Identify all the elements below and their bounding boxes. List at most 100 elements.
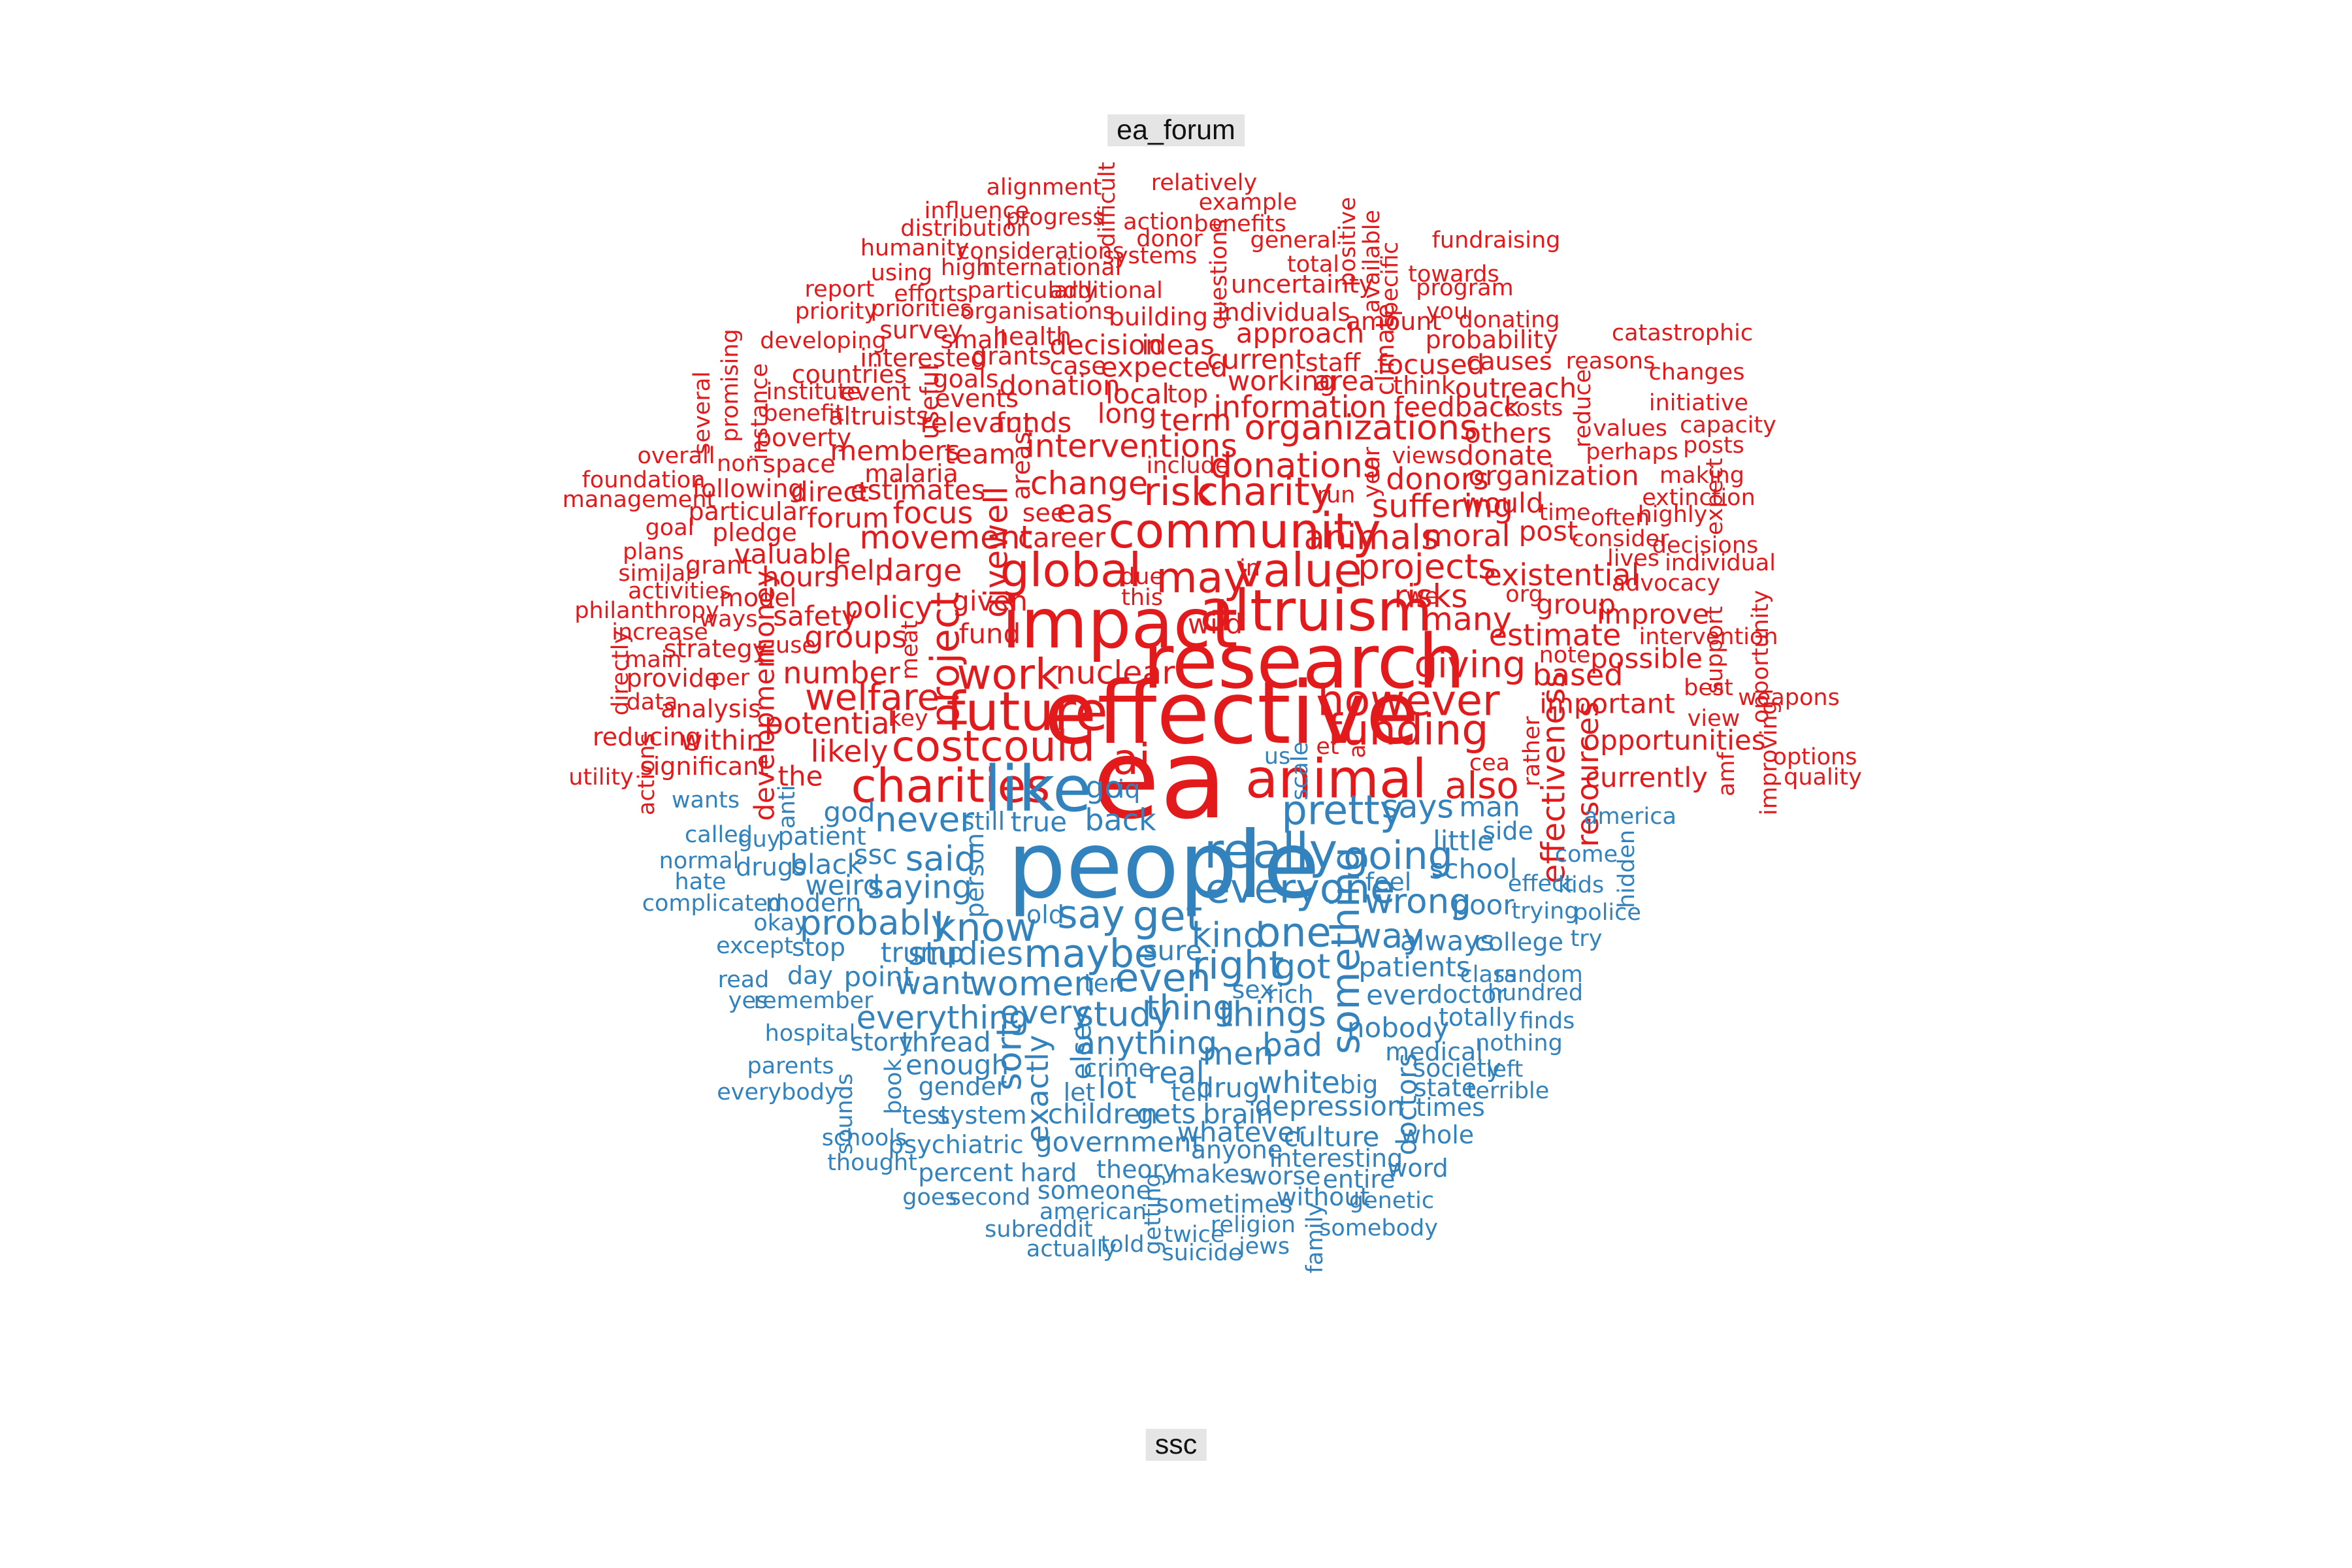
word-views-ea-forum: views [1392,443,1457,469]
word-towards-ea-forum: towards [1408,261,1499,287]
word-women-ssc: women [969,964,1096,1004]
word-got-ssc: got [1274,947,1331,987]
word-percent-ssc: percent [918,1158,1013,1187]
word-one-ssc: one [1256,909,1331,956]
word-giving-ea-forum: giving [1414,644,1526,687]
word-want-ssc: want [895,965,973,1002]
word-existential-ea-forum: existential [1484,557,1640,593]
word-person-ssc: person [960,833,989,918]
word-men-ssc: men [1203,1036,1274,1073]
word-influence-ea-forum: influence [924,198,1030,224]
word-change-ea-forum: change [1030,465,1148,502]
word-test-ssc: test [902,1101,950,1130]
word-get-ssc: get [1133,892,1203,941]
word-anything-ssc: anything [1076,1025,1217,1062]
word-funding-ea-forum: funding [1327,706,1488,755]
word-animal-ea-forum: animal [1245,749,1427,811]
word-enough-ssc: enough [906,1049,1009,1081]
word-anti-ssc: anti [774,785,800,828]
word-efforts-ea-forum: efforts [894,281,968,307]
word-likely-ea-forum: likely [811,734,889,769]
word-help-ea-forum: help [833,555,892,587]
word-kids-ssc: kids [1558,872,1604,898]
word-cost-ea-forum: cost [892,723,980,772]
word-ever-ssc: ever [1366,979,1428,1011]
word-going-ssc: going [1343,833,1453,879]
word-fund-ea-forum: fund [959,618,1021,650]
word-forum-ea-forum: forum [807,502,889,534]
word-et-ea-forum: et [1316,734,1339,760]
word-okay-ssc: okay [753,910,808,936]
word-direct-ea-forum: direct [791,476,869,508]
word-else-ssc: else [1066,1024,1098,1079]
word-government-ssc: government [1035,1126,1202,1158]
word-rich-ssc: rich [1267,980,1313,1009]
word-value-ea-forum: value [1235,544,1362,598]
word-rather-ea-forum: rather [1519,716,1545,787]
word-values-ea-forum: values [1593,416,1667,442]
word-getting-ssc: getting [1140,1173,1166,1254]
word-altruism-ea-forum: altruism [1200,578,1433,644]
word-something-ssc: something [1323,847,1369,1054]
word-health-ea-forum: health [993,322,1071,351]
word-initiative-ea-forum: initiative [1649,390,1748,416]
word-quality-ea-forum: quality [1784,764,1862,791]
word-many-ea-forum: many [1422,601,1512,638]
word-college-ssc: college [1475,928,1563,956]
word-instance-ea-forum: instance [747,363,773,460]
word-foundation-ea-forum: foundation [582,467,706,493]
word-worse-ssc: worse [1247,1162,1320,1190]
word-you-ea-forum: you [1426,299,1468,325]
word-expected-ea-forum: expected [1101,351,1228,384]
word-anyone-ssc: anyone [1191,1135,1283,1164]
word-individual-ea-forum: individual [1665,550,1776,576]
word-wild-ea-forum: wild [1188,608,1243,640]
word-people-ssc: people [1007,812,1320,919]
word-impact-ea-forum: impact [1002,584,1237,664]
word-weird-ssc: weird [805,870,880,902]
word-sex-ssc: sex [1232,975,1275,1004]
word-know-ssc: know [934,905,1037,951]
word-feedback-ea-forum: feedback [1394,391,1521,423]
word-term-ea-forum: term [1160,402,1231,438]
word-progress-ea-forum: progress [1005,204,1104,231]
word-come-ssc: come [1555,841,1618,868]
word-nothing-ssc: nothing [1475,1030,1563,1056]
word-opportunities-ea-forum: opportunities [1583,725,1765,757]
word-effective-ea-forum: effective [1044,663,1419,764]
word-donate-ea-forum: donate [1456,440,1552,472]
word-members-ea-forum: members [830,435,960,467]
word-told-ssc: told [1100,1232,1144,1258]
word-subreddit-ssc: subreddit [985,1217,1093,1243]
word-really-ssc: really [1204,823,1338,879]
word-right-ssc: right [1192,943,1284,988]
word-trying-ssc: trying [1512,898,1579,924]
word-highly-ea-forum: highly [1638,502,1708,528]
word-posts-ea-forum: posts [1683,433,1744,459]
word-sometimes-ssc: sometimes [1156,1190,1292,1218]
word-things-ssc: things [1219,995,1326,1035]
word-read-ssc: read [718,967,770,993]
word-also-ea-forum: also [1445,765,1518,808]
word-never-ssc: never [875,800,974,840]
word-working-ea-forum: working [1228,365,1337,397]
word-says-ssc: says [1382,789,1454,826]
word-go-ssc: go [1085,770,1122,805]
word-advocacy-ea-forum: advocacy [1612,570,1720,596]
word-in-ea-forum: in [1239,555,1260,581]
word-studies-ssc: studies [908,936,1023,973]
word-projects-ea-forum: projects [1358,547,1496,587]
word-remember-ssc: remember [753,988,874,1014]
word-hard-ssc: hard [1021,1158,1077,1187]
word-tell-ssc: tell [1171,1078,1209,1107]
word-case-ea-forum: case [1049,351,1106,380]
word-changes-ea-forum: changes [1648,359,1744,385]
word-report-ea-forum: report [805,276,875,302]
word-developing-ea-forum: developing [760,328,886,354]
word-class-ssc: class [1460,962,1517,988]
word-ai-ea-forum: ai [1113,736,1151,785]
word-systems-ea-forum: systems [1103,243,1198,269]
word-often-ea-forum: often [1591,505,1650,531]
word-day-ssc: day [787,961,833,990]
word-priority-ea-forum: priority [795,299,877,325]
